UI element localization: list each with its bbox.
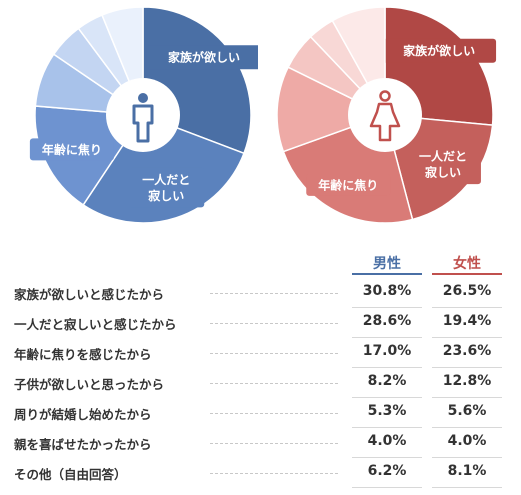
row-divider bbox=[352, 457, 422, 458]
male-value: 30.8% bbox=[362, 283, 412, 299]
table-row: 子供が欲しいと思ったから 8.2% 12.8% bbox=[0, 368, 521, 398]
row-divider bbox=[432, 397, 502, 398]
female-icon bbox=[369, 90, 401, 142]
row-label: 家族が欲しいと感じたから bbox=[14, 287, 165, 302]
row-label: 親を喜ばせたかったから bbox=[14, 437, 152, 452]
row-divider bbox=[432, 457, 502, 458]
slice-label: 年齢に焦り bbox=[29, 138, 114, 161]
row-leader-line bbox=[210, 353, 338, 354]
male-value: 5.3% bbox=[367, 403, 407, 419]
slice-label: 家族が欲しい bbox=[382, 38, 497, 63]
row-label: その他（自由回答） bbox=[14, 467, 127, 482]
slice-label: 年齢に焦り bbox=[306, 173, 391, 196]
row-label: 年齢に焦りを感じたから bbox=[14, 347, 152, 362]
row-label: 一人だと寂しいと感じたから bbox=[14, 317, 177, 332]
pie-center bbox=[348, 78, 422, 152]
female-value: 23.6% bbox=[442, 343, 492, 359]
svg-text:年齢に焦り: 年齢に焦り bbox=[318, 177, 378, 192]
header-male-underline bbox=[352, 273, 422, 275]
male-value: 4.0% bbox=[367, 433, 407, 449]
header-female-underline bbox=[432, 273, 502, 275]
svg-text:家族が欲しい: 家族が欲しい bbox=[403, 43, 475, 58]
male-value: 6.2% bbox=[367, 463, 407, 479]
row-leader-line bbox=[210, 413, 338, 414]
svg-text:家族が欲しい: 家族が欲しい bbox=[168, 50, 240, 65]
row-divider bbox=[352, 307, 422, 308]
female-value: 4.0% bbox=[447, 433, 487, 449]
row-divider bbox=[432, 367, 502, 368]
row-label: 周りが結婚し始めたから bbox=[14, 407, 152, 422]
female-value: 5.6% bbox=[447, 403, 487, 419]
row-divider bbox=[352, 397, 422, 398]
svg-text:寂しい: 寂しい bbox=[148, 188, 184, 203]
row-leader-line bbox=[210, 323, 338, 324]
table-row: 年齢に焦りを感じたから 17.0% 23.6% bbox=[0, 338, 521, 368]
table-row: 周りが結婚し始めたから 5.3% 5.6% bbox=[0, 398, 521, 428]
svg-text:寂しい: 寂しい bbox=[425, 165, 461, 180]
table-row: 家族が欲しいと感じたから 30.8% 26.5% bbox=[0, 278, 521, 308]
table-row: その他（自由回答） 6.2% 8.1% bbox=[0, 458, 521, 488]
header-male: 男性 bbox=[373, 256, 401, 272]
row-leader-line bbox=[210, 473, 338, 474]
svg-text:年齢に焦り: 年齢に焦り bbox=[42, 142, 102, 157]
slice-label: 一人だと寂しい bbox=[128, 167, 205, 208]
pie-center bbox=[106, 78, 180, 152]
row-divider bbox=[432, 487, 502, 488]
row-leader-line bbox=[210, 293, 338, 294]
row-divider bbox=[352, 487, 422, 488]
row-divider bbox=[432, 337, 502, 338]
row-label: 子供が欲しいと思ったから bbox=[14, 377, 165, 392]
row-leader-line bbox=[210, 383, 338, 384]
row-divider bbox=[352, 367, 422, 368]
table-row: 親を喜ばせたかったから 4.0% 4.0% bbox=[0, 428, 521, 458]
svg-text:一人だと: 一人だと bbox=[419, 149, 467, 164]
male-value: 8.2% bbox=[367, 373, 407, 389]
row-divider bbox=[432, 307, 502, 308]
header-female: 女性 bbox=[453, 256, 481, 272]
male-value: 17.0% bbox=[362, 343, 412, 359]
table-row: 一人だと寂しいと感じたから 28.6% 19.4% bbox=[0, 308, 521, 338]
female-value: 8.1% bbox=[447, 463, 487, 479]
slice-label: 家族が欲しい bbox=[146, 45, 258, 70]
row-leader-line bbox=[210, 443, 338, 444]
row-divider bbox=[352, 427, 422, 428]
slice-label: 一人だと寂しい bbox=[404, 144, 481, 185]
row-divider bbox=[432, 427, 502, 428]
male-value: 28.6% bbox=[362, 313, 412, 329]
male-icon bbox=[132, 93, 154, 143]
svg-text:一人だと: 一人だと bbox=[142, 172, 190, 187]
female-value: 26.5% bbox=[442, 283, 492, 299]
row-divider bbox=[352, 337, 422, 338]
female-value: 19.4% bbox=[442, 313, 492, 329]
female-value: 12.8% bbox=[442, 373, 492, 389]
